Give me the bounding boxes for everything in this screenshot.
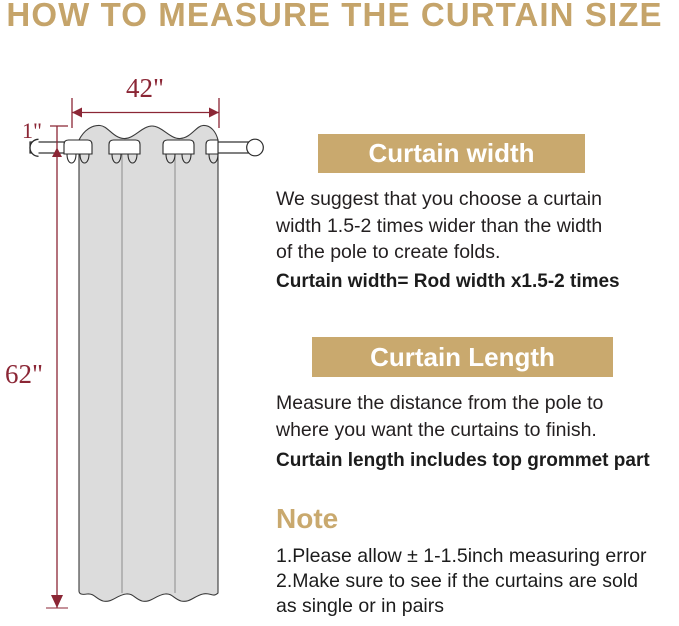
svg-text:62": 62" [5,359,43,389]
svg-text:1": 1" [22,118,42,143]
svg-text:42": 42" [126,73,164,103]
